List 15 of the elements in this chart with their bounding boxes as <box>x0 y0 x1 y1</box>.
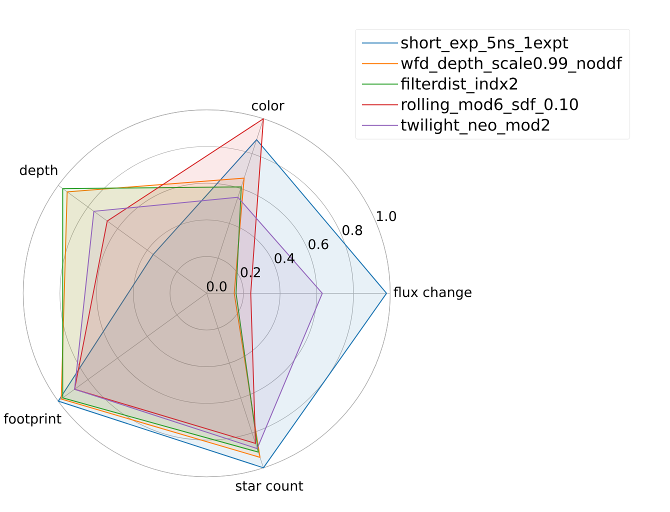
spoke-label: color <box>252 100 284 111</box>
y-tick-label: 0.4 <box>274 253 294 264</box>
y-tick-label: 0.6 <box>308 239 328 250</box>
legend-label: filterdist_indx2 <box>400 77 518 94</box>
legend-label: wfd_depth_scale0.99_noddf <box>401 56 622 73</box>
spoke-label: depth <box>20 164 58 178</box>
spoke-label: footprint <box>4 413 62 426</box>
legend-label: twilight_neo_mod2 <box>400 118 550 134</box>
spoke-label: star count <box>236 481 304 491</box>
spoke-label: flux change <box>394 286 472 300</box>
y-tick-label: 0.8 <box>342 225 362 236</box>
legend-label: short_exp_5ns_1expt <box>401 36 568 52</box>
legend-label: rolling_mod6_sdf_0.10 <box>402 98 578 114</box>
y-tick-label: 1.0 <box>377 210 396 222</box>
y-tick-label: 0.0 <box>206 281 227 292</box>
